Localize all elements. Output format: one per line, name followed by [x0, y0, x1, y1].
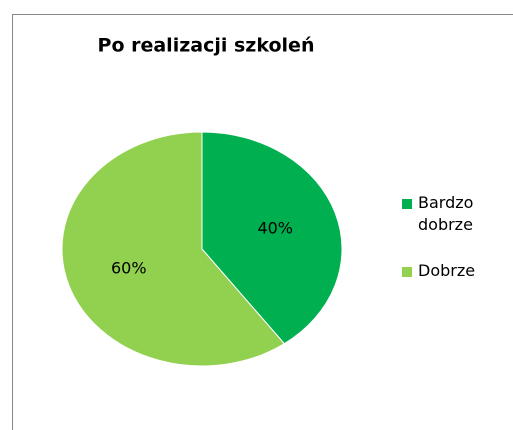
legend-swatch [402, 199, 412, 209]
chart-title: Po realizacji szkoleń [98, 35, 315, 57]
legend-label: Dobrze [418, 261, 476, 280]
legend-label: Bardzo dobrze [418, 193, 474, 234]
pie-slice [61, 131, 286, 367]
data-label: 60% [111, 258, 147, 277]
legend-swatch [402, 267, 412, 277]
data-label: 40% [257, 219, 293, 238]
pie-slice [201, 131, 343, 345]
